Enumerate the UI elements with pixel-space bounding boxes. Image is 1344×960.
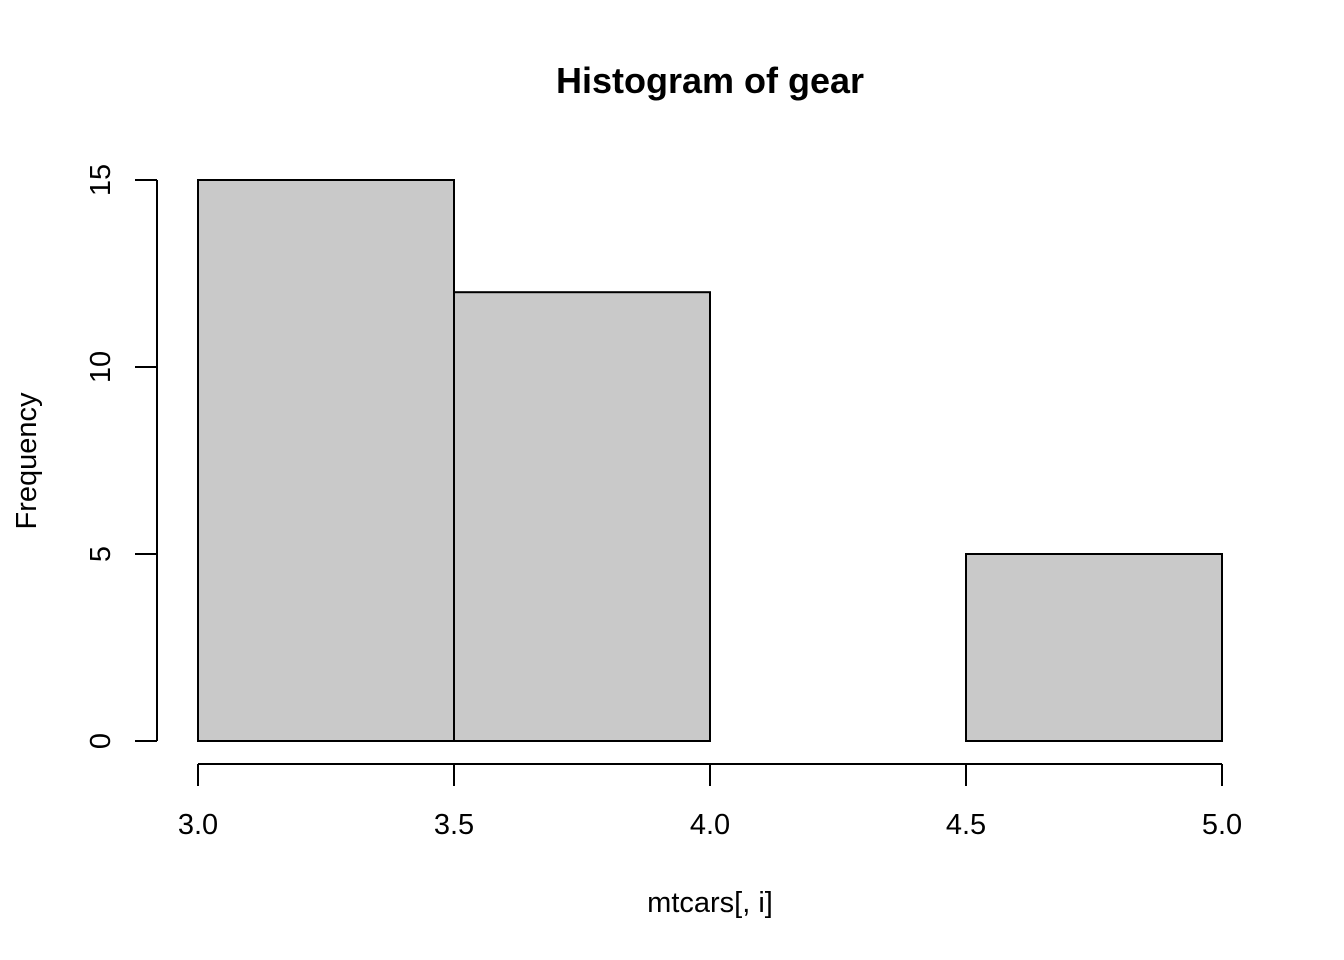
y-tick-label-3: 15	[85, 164, 117, 196]
histogram-bar-3	[965, 553, 1223, 742]
histogram-bar-0	[197, 179, 455, 742]
y-axis: 0 5 10 15	[85, 164, 158, 749]
x-tick-label-1: 3.5	[434, 809, 474, 841]
x-tick-label-2: 4.0	[690, 809, 730, 841]
y-axis-label: Frequency	[11, 392, 43, 530]
bars-group	[197, 179, 1223, 742]
x-axis: 3.0 3.5 4.0 4.5 5.0	[178, 763, 1242, 841]
x-tick-label-0: 3.0	[178, 809, 218, 841]
y-tick-label-2: 10	[85, 351, 117, 383]
x-tick-label-4: 5.0	[1202, 809, 1242, 841]
y-tick-label-0: 0	[85, 733, 117, 749]
y-tick-label-1: 5	[85, 546, 117, 562]
x-tick-label-3: 4.5	[946, 809, 986, 841]
x-axis-label: mtcars[, i]	[647, 887, 773, 919]
chart-title: Histogram of gear	[556, 60, 864, 101]
histogram-bar-1	[453, 291, 711, 742]
